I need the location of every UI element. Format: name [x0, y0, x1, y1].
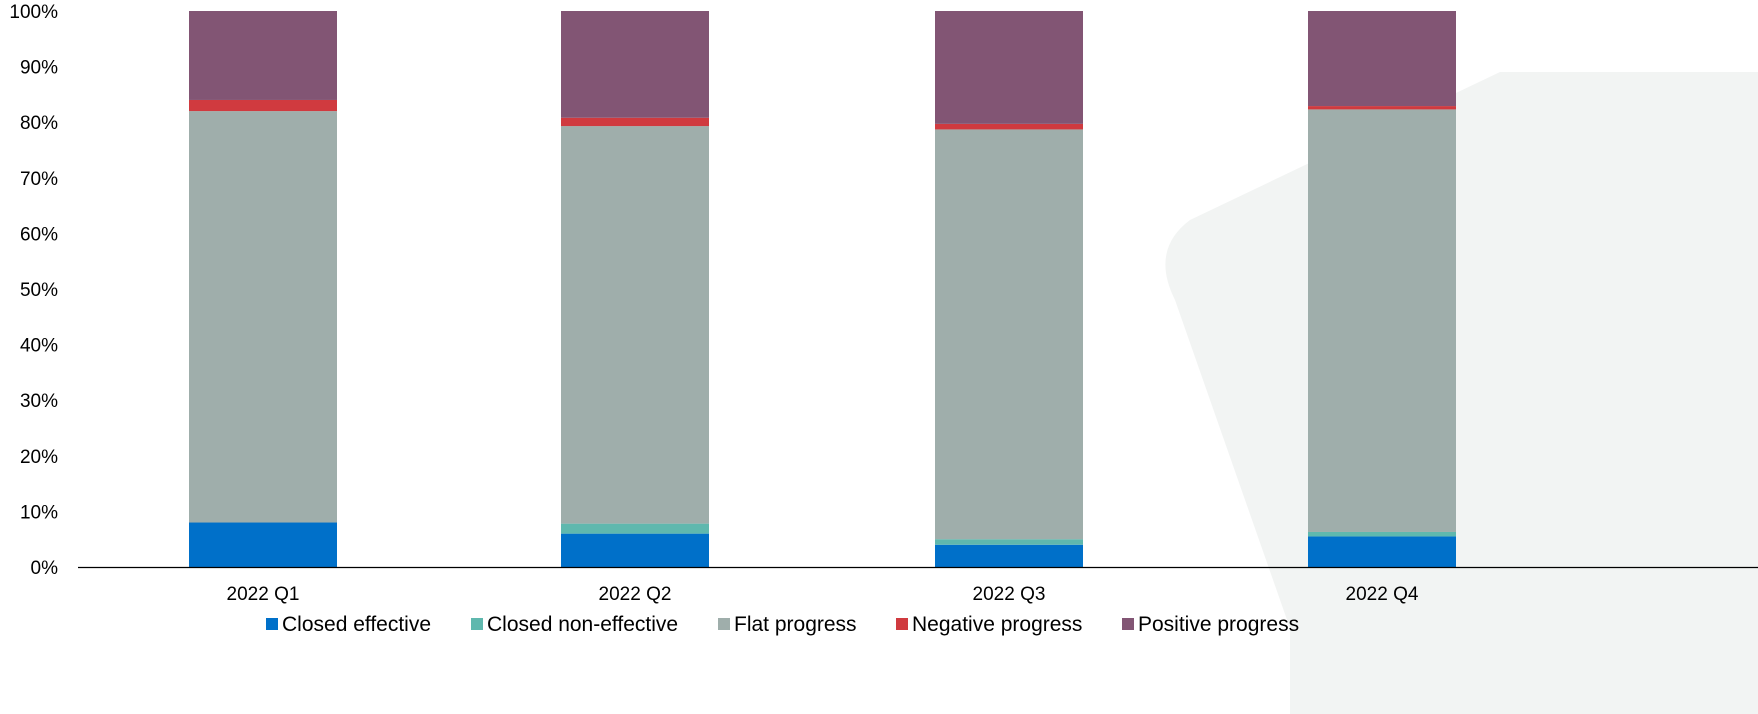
bar-segment-negative-progress-4 — [1308, 106, 1456, 110]
y-tick-label: 30% — [20, 391, 58, 412]
bars-group — [189, 11, 1456, 567]
bar-segment-closed-non-effective-4 — [1308, 531, 1456, 537]
bar-segment-positive-progress-3 — [935, 11, 1083, 124]
y-tick-label: 10% — [20, 502, 58, 523]
y-tick-label: 0% — [31, 558, 59, 579]
legend-label-closed-non-effective: Closed non-effective — [487, 613, 678, 636]
bar-segment-negative-progress-1 — [189, 99, 337, 112]
legend-label-negative-progress: Negative progress — [912, 613, 1082, 636]
x-tick-label: 2022 Q4 — [1346, 584, 1419, 605]
x-tick-label: 2022 Q2 — [599, 584, 672, 605]
legend-swatch-positive-progress — [1122, 618, 1134, 630]
legend-label-positive-progress: Positive progress — [1138, 613, 1299, 636]
y-tick-label: 70% — [20, 169, 58, 190]
bar-segment-closed-effective-1 — [189, 522, 337, 567]
y-tick-label: 50% — [20, 280, 58, 301]
bar-segment-closed-non-effective-3 — [935, 539, 1083, 545]
legend-swatch-closed-effective — [266, 618, 278, 630]
y-axis: 0% 10% 20% 30% 40% 50% 60% 70% 80% 90% 100% — [9, 2, 58, 579]
legend-label-flat-progress: Flat progress — [734, 613, 857, 636]
bar-segment-flat-progress-2 — [561, 126, 709, 524]
bar-segment-negative-progress-2 — [561, 117, 709, 127]
bar-segment-closed-effective-4 — [1308, 536, 1456, 567]
bar-segment-flat-progress-4 — [1308, 109, 1456, 532]
x-tick-label: 2022 Q1 — [227, 584, 300, 605]
bar-segment-negative-progress-3 — [935, 123, 1083, 130]
y-tick-label: 20% — [20, 447, 58, 468]
y-tick-label: 60% — [20, 224, 58, 245]
legend-label-closed-effective: Closed effective — [282, 613, 431, 636]
y-tick-label: 90% — [20, 58, 58, 79]
bar-segment-positive-progress-4 — [1308, 11, 1456, 107]
bar-segment-positive-progress-2 — [561, 11, 709, 118]
legend-swatch-flat-progress — [718, 618, 730, 630]
x-axis: 2022 Q1 2022 Q2 2022 Q3 2022 Q4 — [78, 566, 1758, 605]
y-tick-label: 100% — [9, 2, 58, 23]
legend-swatch-negative-progress — [896, 618, 908, 630]
y-tick-label: 80% — [20, 113, 58, 134]
legend: Closed effective Closed non-effective Flat… — [266, 613, 1299, 636]
y-tick-label: 40% — [20, 336, 58, 357]
bar-segment-flat-progress-1 — [189, 111, 337, 523]
bar-segment-closed-effective-2 — [561, 533, 709, 567]
legend-swatch-closed-non-effective — [471, 618, 483, 630]
bar-segment-flat-progress-3 — [935, 129, 1083, 540]
bar-segment-closed-effective-3 — [935, 544, 1083, 567]
x-tick-label: 2022 Q3 — [973, 584, 1046, 605]
bar-segment-closed-non-effective-2 — [561, 523, 709, 534]
bar-segment-positive-progress-1 — [189, 11, 337, 100]
